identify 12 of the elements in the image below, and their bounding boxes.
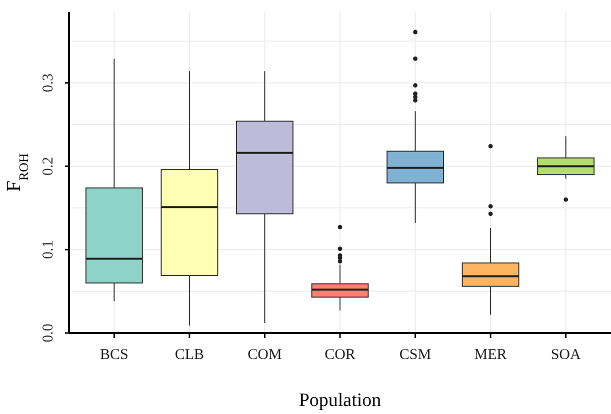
- x-tick-label: COR: [324, 347, 356, 363]
- x-tick-label: BCS: [100, 347, 128, 363]
- x-tick-label: SOA: [550, 347, 581, 363]
- y-tick-label: 0.1: [40, 240, 56, 259]
- x-axis-title: Population: [298, 390, 382, 411]
- x-tick-label: CLB: [174, 347, 204, 363]
- x-tick-label: COM: [248, 347, 282, 363]
- y-tick-label: 0.3: [40, 73, 56, 92]
- x-tick-label: MER: [474, 347, 507, 363]
- y-tick-label: 0.0: [40, 324, 56, 342]
- y-tick-label: 0.2: [40, 156, 56, 176]
- x-tick-label: CSM: [399, 347, 432, 363]
